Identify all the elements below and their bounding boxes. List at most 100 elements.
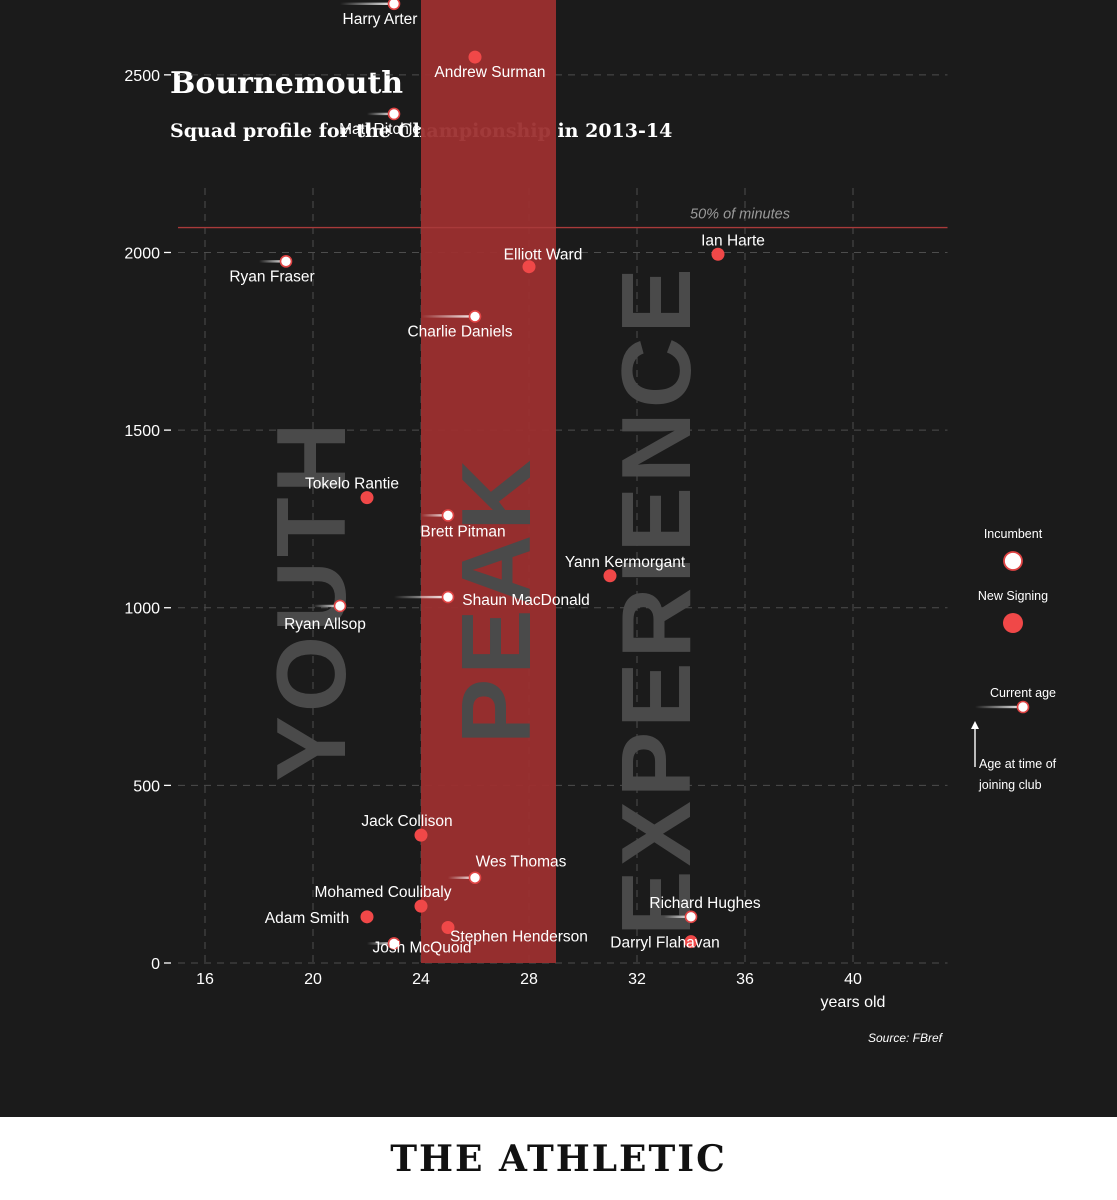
player-joined-trail — [367, 112, 394, 116]
player-label: Brett Pitman — [420, 523, 505, 540]
legend-trail — [975, 705, 1023, 709]
player-joined-trail — [421, 514, 448, 517]
peak-band — [421, 0, 556, 963]
legend-incumbent-label: Incumbent — [984, 527, 1043, 541]
zone-label-peak: PEAK — [441, 456, 551, 744]
y-tick-label: 1500 — [124, 423, 160, 440]
player-marker-new-signing — [414, 899, 428, 913]
player-label: Jack Collison — [361, 813, 452, 830]
player-point: Jack Collison — [361, 813, 453, 842]
legend-incumbent-marker — [1003, 551, 1023, 571]
reference-lines: 80% of minutes50% of minutes — [178, 207, 948, 229]
legend-current-age-marker — [1016, 700, 1030, 714]
y-tick-label: 0 — [151, 956, 160, 973]
x-tick-label: 32 — [628, 971, 646, 988]
x-tick-label: 20 — [304, 971, 322, 988]
player-marker-incumbent — [387, 937, 401, 950]
footer: THE ATHLETIC — [0, 1117, 1117, 1200]
x-tick-label: 24 — [412, 971, 430, 988]
player-joined-trail — [367, 942, 394, 945]
y-tick-label: 2000 — [124, 245, 160, 262]
player-point: Brett Pitman — [420, 509, 506, 540]
player-marker-incumbent — [387, 107, 401, 121]
y-tick-label: 500 — [133, 778, 160, 795]
player-marker-incumbent — [684, 910, 698, 924]
player-point: Harry Arter — [340, 0, 417, 28]
player-label: Harry Arter — [343, 11, 418, 28]
player-marker-new-signing — [603, 569, 617, 583]
player-marker-incumbent — [387, 0, 401, 11]
player-label: Yann Kermorgant — [565, 554, 686, 571]
player-point: Mohamed Coulibaly — [315, 884, 452, 913]
player-points: Simon FrancisLewis GrabbanSteve CookTomm… — [229, 0, 765, 956]
player-point: Adam Smith — [265, 910, 374, 927]
player-point: Stephen Henderson — [441, 920, 588, 945]
player-joined-trail — [259, 260, 286, 263]
player-point: Andrew Surman — [434, 50, 546, 81]
player-marker-incumbent — [279, 255, 293, 268]
player-joined-trail — [421, 315, 475, 318]
player-marker-new-signing — [441, 920, 455, 934]
player-label: Richard Hughes — [649, 895, 760, 912]
player-marker-new-signing — [468, 50, 482, 64]
player-label: Josh McQuoid — [372, 939, 471, 956]
x-tick-label: 28 — [520, 971, 538, 988]
chart-title: Bournemouth — [170, 66, 404, 101]
player-label: Ryan Fraser — [229, 268, 314, 285]
player-joined-trail — [340, 2, 394, 5]
player-label: Darryl Flahavan — [610, 935, 719, 952]
reference-line-label: 50% of minutes — [690, 207, 790, 223]
source-note: Source: FBref — [868, 1031, 944, 1045]
player-label: Elliott Ward — [504, 247, 583, 264]
player-point: Richard Hughes — [649, 895, 761, 924]
player-marker-new-signing — [522, 260, 536, 274]
squad-profile-chart: YOUTH PEAK EXPERIENCE 80% of minutes50% of… — [124, 0, 1057, 1045]
x-tick-label: 40 — [844, 971, 862, 988]
player-marker-new-signing — [684, 935, 698, 949]
x-tick-label: 16 — [196, 971, 214, 988]
player-marker-new-signing — [360, 910, 374, 924]
player-label: Charlie Daniels — [407, 323, 512, 340]
player-label: Wes Thomas — [476, 854, 567, 871]
player-label: Mohamed Coulibaly — [315, 884, 452, 901]
legend: Incumbent New Signing Current age Age at ti… — [971, 527, 1057, 792]
grid — [178, 74, 948, 965]
player-label: Tokelo Rantie — [305, 476, 399, 493]
player-point: Matt Ritchie — [339, 107, 421, 138]
age-zones: YOUTH PEAK EXPERIENCE — [256, 0, 711, 963]
legend-new-signing-marker — [1003, 613, 1023, 633]
player-marker-incumbent — [468, 871, 482, 885]
legend-new-signing-label: New Signing — [978, 589, 1048, 603]
player-marker-incumbent — [333, 599, 347, 613]
player-label: Ryan Allsop — [284, 616, 366, 633]
player-marker-new-signing — [711, 247, 725, 261]
player-joined-trail — [448, 876, 475, 879]
player-point: Ian Harte — [701, 232, 765, 261]
player-label: Adam Smith — [265, 910, 349, 927]
legend-joined-label: Age at time of — [979, 757, 1057, 771]
player-point: Ryan Fraser — [229, 255, 315, 285]
x-tick-label: 36 — [736, 971, 754, 988]
zone-label-experience: EXPERIENCE — [601, 264, 711, 936]
player-point: Elliott Ward — [504, 247, 583, 274]
player-joined-trail — [394, 595, 448, 599]
player-label: Ian Harte — [701, 232, 765, 249]
zone-label-youth: YOUTH — [256, 419, 366, 782]
player-label: Matt Ritchie — [339, 121, 421, 138]
legend-arrow-head — [971, 721, 979, 729]
player-point: Darryl Flahavan — [610, 935, 719, 952]
legend-current-age-label: Current age — [990, 686, 1056, 700]
player-label: Stephen Henderson — [450, 928, 588, 945]
y-tick-label: 1000 — [124, 601, 160, 618]
player-marker-incumbent — [441, 509, 455, 522]
player-marker-new-signing — [360, 491, 374, 505]
brand-logo: THE ATHLETIC — [390, 1137, 727, 1180]
player-point: Charlie Daniels — [407, 310, 513, 340]
player-point: Shaun MacDonald — [394, 590, 590, 609]
axes: 1620242832364005001000150020002500300035… — [124, 68, 944, 1045]
player-marker-incumbent — [468, 310, 482, 323]
player-label: Shaun MacDonald — [462, 592, 590, 609]
player-marker-incumbent — [441, 590, 455, 604]
player-joined-trail — [313, 604, 340, 608]
player-point: Ryan Allsop — [284, 599, 366, 633]
